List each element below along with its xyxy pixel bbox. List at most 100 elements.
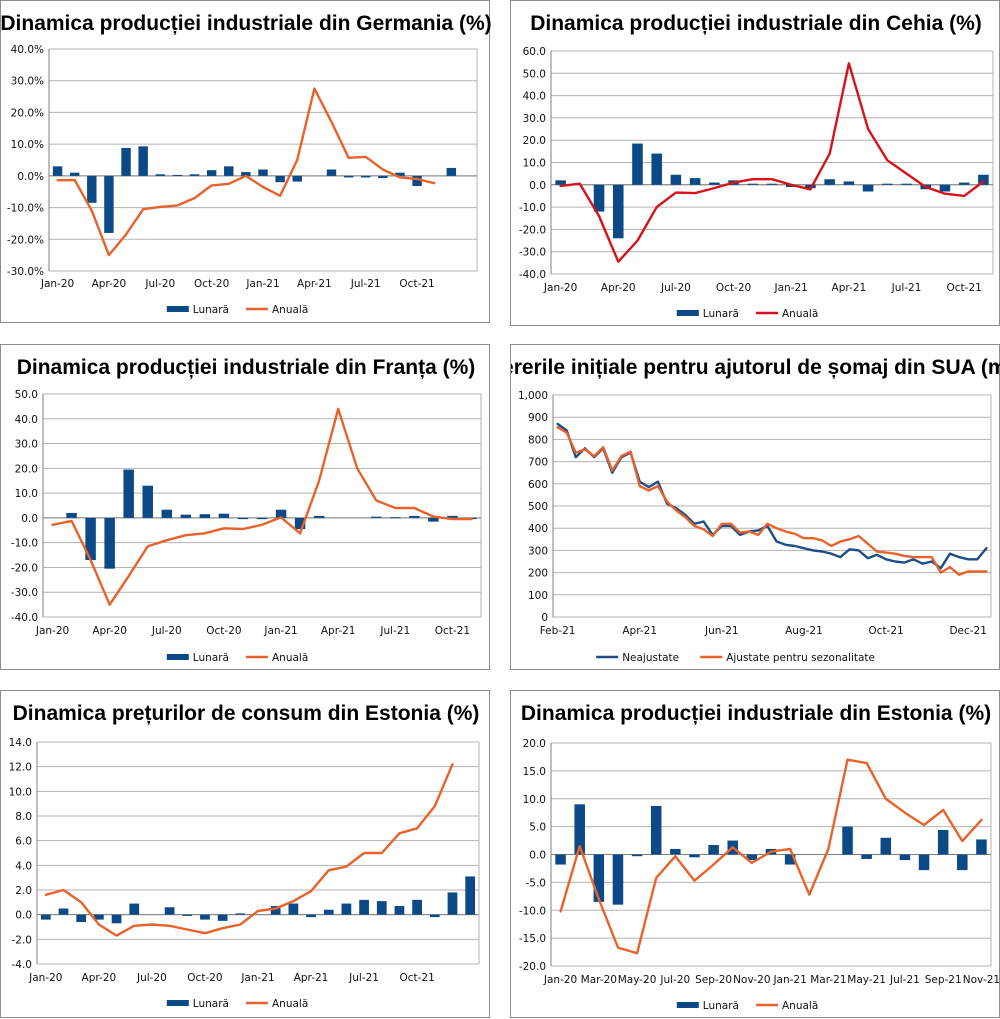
y-tick-label: -30.0%	[7, 266, 44, 278]
bar	[390, 517, 401, 519]
y-tick-label: 500	[528, 501, 548, 513]
bar	[465, 876, 476, 915]
y-tick-label: 20.0%	[11, 107, 44, 119]
y-tick-label: 700	[528, 457, 548, 469]
bar	[446, 167, 457, 176]
bar	[861, 854, 872, 859]
y-tick-label: 50.0	[15, 389, 38, 401]
bar	[957, 854, 968, 871]
chart-title: Dinamica producției industriale din Esto…	[521, 702, 991, 725]
y-tick-label: -20.0	[519, 961, 546, 973]
y-tick-label: 0.0	[529, 850, 546, 862]
y-tick-label: 2.0	[15, 885, 32, 897]
x-tick-label: Feb-21	[540, 625, 576, 637]
x-tick-label: Oct-20	[716, 282, 751, 294]
bar	[189, 174, 200, 176]
x-tick-label: May-20	[618, 974, 657, 986]
y-tick-label: -15.0	[519, 933, 546, 945]
x-tick-label: Nov-20	[733, 974, 770, 986]
x-tick-label: Jun-21	[704, 625, 739, 637]
bar	[395, 172, 405, 176]
bar	[138, 146, 148, 176]
bar	[746, 854, 758, 861]
x-tick-label: Jan-21	[772, 974, 806, 986]
legend-label: Lunară	[193, 652, 229, 664]
bar	[306, 914, 316, 918]
y-tick-label: -10.0	[11, 538, 38, 550]
series-line-anual-	[56, 87, 436, 257]
bar	[412, 175, 422, 187]
bar	[689, 854, 700, 858]
bar	[958, 182, 970, 185]
x-tick-label: Jul-21	[350, 278, 381, 290]
series-line-ajustate-pentru-sezonalitate	[556, 425, 988, 577]
bar	[709, 182, 720, 185]
x-tick-label: Apr-21	[832, 282, 867, 294]
chart-panel-germany: Dinamica producției industriale din Germ…	[0, 0, 491, 323]
x-tick-label: Apr-21	[622, 625, 657, 637]
chart-usa: Cererile inițiale pentru ajutorul de șom…	[511, 356, 1000, 664]
bar	[843, 181, 855, 185]
y-tick-label: 60.0	[523, 46, 546, 58]
chart-title: Cererile inițiale pentru ajutorul de șom…	[511, 356, 1000, 379]
y-tick-label: 0.0	[529, 180, 546, 192]
x-tick-label: Apr-20	[601, 282, 636, 294]
bar	[708, 845, 719, 855]
bar	[172, 174, 183, 176]
bar	[371, 516, 382, 518]
x-tick-label: Jan-20	[35, 625, 69, 637]
bar	[129, 903, 140, 915]
x-tick-label: Oct-21	[868, 625, 903, 637]
chart-estonia-industrial: Dinamica producției industriale din Esto…	[519, 702, 1000, 1012]
x-tick-label: Jan-20	[543, 282, 577, 294]
bar	[882, 183, 893, 185]
bar	[343, 175, 354, 178]
x-tick-label: Jul-21	[348, 972, 379, 984]
x-tick-label: Aug-21	[785, 625, 823, 637]
x-tick-label: Jan-21	[774, 282, 808, 294]
chart-france: Dinamica producției industriale din Fran…	[11, 356, 482, 664]
bar	[206, 170, 217, 176]
bar	[918, 854, 930, 871]
y-tick-label: 0	[541, 612, 548, 624]
bar	[361, 175, 371, 178]
y-tick-label: 4.0	[15, 860, 32, 872]
bar	[937, 829, 949, 855]
bar	[275, 175, 285, 183]
y-tick-label: 800	[528, 434, 548, 446]
y-tick-label: 10.0	[523, 794, 546, 806]
bar	[412, 899, 422, 915]
bar	[978, 174, 989, 185]
x-tick-label: Oct-20	[194, 278, 229, 290]
bar	[155, 174, 165, 176]
x-tick-label: Sep-21	[925, 974, 962, 986]
bar	[292, 175, 302, 182]
bar	[880, 837, 892, 855]
y-tick-label: -10.0	[519, 905, 546, 917]
bar	[288, 903, 299, 915]
bar	[378, 175, 388, 179]
bar	[94, 914, 104, 920]
bar	[394, 906, 405, 915]
x-tick-label: Oct-21	[399, 278, 434, 290]
legend-label: Anuală	[272, 304, 308, 316]
x-tick-label: Jan-20	[28, 972, 62, 984]
y-tick-label: 0.0%	[17, 171, 44, 183]
x-tick-label: Jan-21	[240, 972, 274, 984]
series-line-anual-	[51, 407, 473, 606]
x-tick-label: Sep-20	[695, 974, 732, 986]
bar	[409, 515, 420, 518]
y-tick-label: -30.0	[11, 587, 38, 599]
y-tick-label: 15.0	[523, 766, 546, 778]
y-tick-label: -10.0%	[7, 203, 44, 215]
series-line-anual-	[44, 762, 454, 937]
y-tick-label: 50.0	[523, 68, 546, 80]
y-tick-label: -30.0	[519, 247, 546, 259]
x-tick-label: Apr-21	[297, 278, 332, 290]
y-tick-label: 12.0	[9, 762, 32, 774]
legend-label: Ajustate pentru sezonalitate	[726, 652, 875, 664]
bar	[40, 914, 51, 920]
chart-panel-estonia-industrial: Dinamica producției industriale din Esto…	[510, 690, 1000, 1018]
bar	[429, 914, 440, 918]
y-tick-label: 14.0	[9, 737, 32, 749]
